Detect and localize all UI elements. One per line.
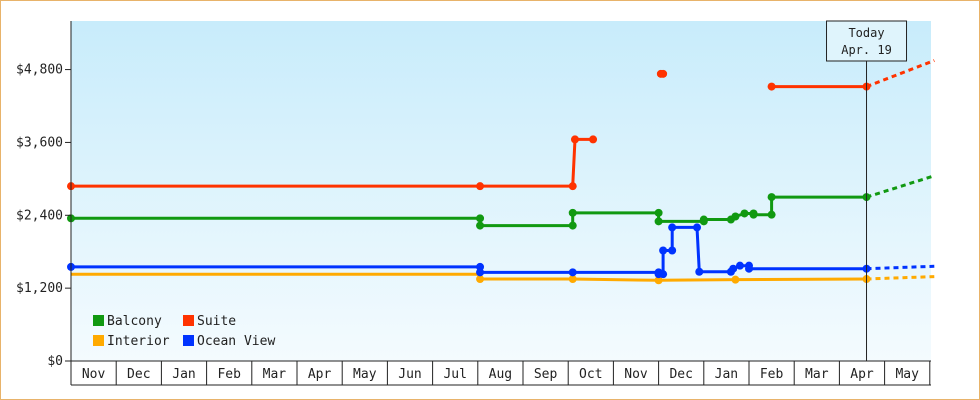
x-tick-label: Dec (669, 367, 692, 382)
x-tick-label: Apr (850, 367, 874, 382)
series-layer (67, 59, 935, 285)
today-box (826, 20, 908, 62)
data-point (767, 193, 776, 202)
today-marker: Today Apr. 19 (826, 20, 908, 361)
x-tick-label: Oct (579, 367, 602, 382)
legend-label: Interior (107, 334, 170, 349)
data-point (745, 264, 753, 273)
x-tick-label: Nov (82, 367, 106, 382)
data-point (589, 135, 598, 144)
x-axis: Nov Dec Jan Feb Mar Apr May Jun Jul Aug Sep Oct Nov D… (70, 361, 931, 386)
y-tick-label: $0 (47, 354, 63, 369)
data-point (570, 135, 579, 144)
y-tick-label: $3,600 (16, 135, 63, 150)
data-point (731, 212, 740, 221)
data-point (568, 275, 577, 284)
data-point (476, 275, 485, 284)
x-tick-label: Jan (715, 367, 738, 382)
x-tick-label: Nov (624, 367, 648, 382)
data-point (654, 217, 663, 226)
legend-item: Interior (93, 334, 170, 349)
data-point (668, 223, 677, 232)
x-tick-label: Feb (760, 367, 784, 382)
legend-label: Balcony (107, 314, 162, 329)
series-balcony (67, 174, 935, 230)
x-tick-label: Mar (805, 367, 829, 382)
x-tick-label: Dec (127, 367, 150, 382)
data-point (668, 246, 677, 255)
legend-label: Ocean View (197, 334, 275, 349)
x-tick-label: Jun (398, 367, 421, 382)
y-axis: $0 $1,200 $2,400 $3,600 $4,800 (16, 63, 71, 369)
data-point (659, 69, 668, 78)
data-point (749, 210, 758, 219)
legend: Balcony Suite Interior Ocean View (93, 314, 275, 349)
data-point (568, 182, 577, 191)
data-point (699, 215, 708, 224)
x-tick-label: Apr (308, 367, 332, 382)
today-date: Apr. 19 (841, 43, 892, 57)
data-point (476, 182, 485, 191)
data-point (767, 210, 776, 219)
series-projection (866, 264, 935, 271)
data-point (476, 262, 485, 271)
data-point (659, 270, 668, 279)
legend-swatch (183, 315, 194, 326)
legend-label: Suite (197, 314, 236, 329)
legend-swatch (93, 335, 104, 346)
data-point (476, 214, 485, 223)
x-tick-label: Jul (443, 367, 466, 382)
data-point (568, 208, 577, 217)
data-point (659, 246, 668, 255)
x-tick-label: Feb (217, 367, 241, 382)
plot-background (71, 21, 931, 361)
legend-item: Balcony (93, 314, 162, 329)
legend-item: Ocean View (183, 334, 275, 349)
data-point (476, 268, 485, 277)
data-point (654, 208, 663, 217)
data-point (729, 264, 738, 273)
data-point (740, 209, 749, 218)
x-tick-label: Mar (263, 367, 287, 382)
data-point (731, 275, 740, 284)
legend-item: Suite (183, 314, 236, 329)
today-label: Today (848, 26, 884, 40)
series-projection (865, 59, 935, 88)
y-tick-label: $2,400 (16, 208, 63, 223)
y-tick-label: $1,200 (16, 281, 63, 296)
data-point (767, 82, 776, 91)
x-tick-label: May (353, 367, 377, 382)
x-tick-label: May (895, 367, 919, 382)
data-point (654, 276, 663, 285)
series-projection (866, 174, 935, 199)
x-tick-label: Aug (489, 367, 512, 382)
legend-swatch (93, 315, 104, 326)
data-point (568, 268, 577, 277)
data-point (568, 221, 577, 230)
legend-swatch (183, 335, 194, 346)
x-tick-label: Jan (172, 367, 195, 382)
data-point (693, 223, 702, 232)
data-point (695, 267, 704, 276)
data-point (735, 261, 744, 270)
x-tick-label: Sep (534, 367, 558, 382)
series-projection (866, 275, 935, 281)
y-tick-label: $4,800 (16, 63, 63, 78)
data-point (476, 221, 485, 230)
